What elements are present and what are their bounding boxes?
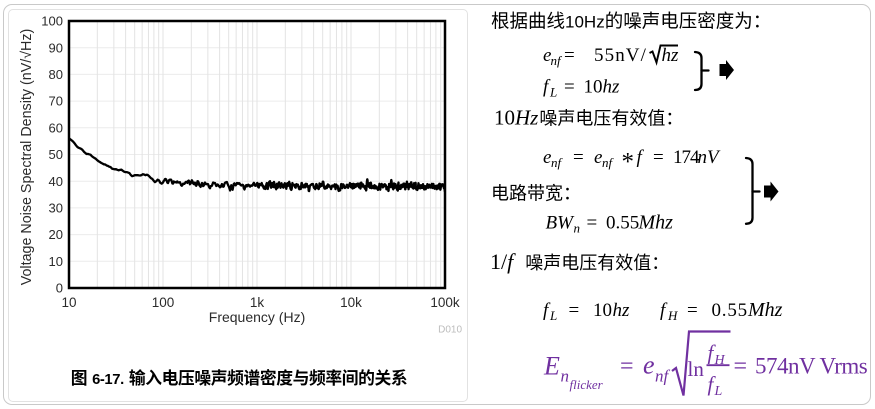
svg-text:=: = [620, 354, 634, 380]
svg-text:=: = [587, 213, 598, 234]
svg-text:90: 90 [49, 40, 63, 55]
svg-text:*: * [622, 149, 635, 176]
svg-text:=: = [573, 147, 584, 168]
svg-text:L: L [549, 85, 557, 100]
svg-text:nf: nf [551, 53, 564, 68]
svg-text:=: = [564, 77, 575, 98]
svg-text:H: H [714, 353, 726, 368]
svg-text:f: f [708, 341, 717, 365]
svg-text:nf: nf [551, 155, 564, 170]
svg-text:Voltage Noise Spectral Density: Voltage Noise Spectral Density (nV/√Hz) [19, 29, 35, 286]
svg-text:flicker: flicker [570, 377, 604, 392]
svg-text:174: 174 [673, 147, 700, 168]
svg-text:ln: ln [688, 357, 705, 381]
svg-text:=: = [569, 300, 580, 321]
svg-text:BW: BW [546, 213, 576, 234]
svg-text:e: e [543, 45, 551, 66]
svg-text:=: = [653, 147, 664, 168]
svg-text:100k: 100k [430, 295, 460, 310]
svg-text:根据曲线10Hz的噪声电压密度为：: 根据曲线10Hz的噪声电压密度为： [491, 8, 771, 34]
svg-text:100: 100 [152, 295, 175, 310]
svg-text:20: 20 [49, 227, 63, 242]
svg-text:nf: nf [655, 367, 671, 386]
svg-text:Mhz: Mhz [747, 299, 783, 321]
svg-text:50: 50 [49, 147, 63, 162]
svg-text:10k: 10k [340, 295, 362, 310]
svg-text:f: f [660, 300, 668, 321]
svg-text:0: 0 [56, 281, 63, 296]
svg-text:=: = [687, 300, 698, 321]
svg-text:L: L [714, 384, 723, 399]
svg-text:0.55: 0.55 [606, 213, 639, 234]
svg-text:图6-17.输入电压噪声频谱密度与频率间的关系: 图 6-17. 输入电压噪声频谱密度与频率间的关系 [71, 365, 408, 389]
svg-text:f: f [708, 372, 717, 396]
svg-text:70: 70 [49, 94, 63, 109]
svg-text:Frequency (Hz): Frequency (Hz) [209, 309, 305, 325]
svg-text:=: = [734, 354, 748, 380]
svg-text:n: n [561, 367, 570, 386]
svg-text:f: f [543, 300, 551, 321]
svg-text:100: 100 [41, 14, 63, 29]
svg-text:hz: hz [662, 45, 680, 66]
svg-text:e: e [594, 147, 602, 168]
svg-text:1k: 1k [250, 295, 265, 310]
svg-text:f: f [637, 147, 645, 168]
svg-text:80: 80 [49, 67, 63, 82]
svg-text:10: 10 [593, 300, 612, 321]
svg-text:e: e [643, 351, 655, 380]
svg-text:nf: nf [602, 155, 615, 170]
svg-text:H: H [667, 308, 678, 323]
svg-text:E: E [543, 352, 560, 381]
svg-text:n: n [574, 221, 581, 236]
svg-text:60: 60 [49, 120, 63, 135]
svg-text:=: = [564, 45, 575, 66]
svg-text:10: 10 [584, 77, 603, 98]
svg-text:nV: nV [698, 147, 722, 168]
svg-text:D010: D010 [438, 325, 462, 336]
svg-text:40: 40 [49, 174, 63, 189]
svg-text:10: 10 [49, 254, 63, 269]
svg-text:hz: hz [613, 300, 631, 321]
svg-text:574nV Vrms: 574nV Vrms [755, 354, 868, 379]
svg-text:0.55: 0.55 [712, 300, 748, 321]
svg-text:e: e [543, 147, 551, 168]
svg-text:电路带宽：: 电路带宽： [491, 180, 581, 206]
svg-text:10Hz噪声电压有效值：: 10Hz噪声电压有效值： [494, 105, 683, 131]
svg-text:L: L [549, 308, 557, 323]
svg-text:hz: hz [603, 77, 621, 98]
svg-text:10: 10 [61, 295, 76, 310]
svg-text:30: 30 [49, 201, 63, 216]
svg-text:55nV/: 55nV/ [594, 45, 647, 66]
svg-text:f: f [543, 77, 551, 98]
svg-text:Mhz: Mhz [638, 212, 674, 234]
